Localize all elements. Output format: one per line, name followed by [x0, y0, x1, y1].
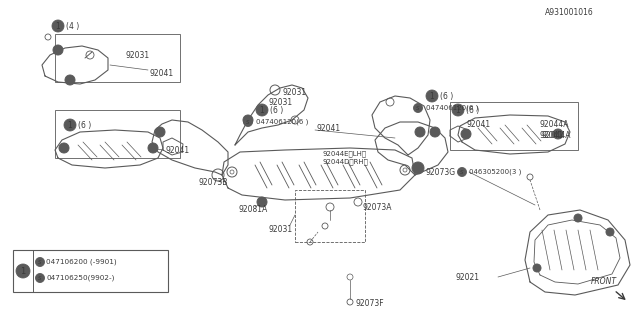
Text: 92044A: 92044A — [540, 119, 570, 129]
Circle shape — [155, 127, 165, 137]
Text: (6 ): (6 ) — [78, 121, 92, 130]
Circle shape — [148, 143, 158, 153]
Circle shape — [426, 90, 438, 102]
Text: 047406120(6 ): 047406120(6 ) — [426, 105, 478, 111]
Text: 047106200 (-9901): 047106200 (-9901) — [46, 259, 116, 265]
Circle shape — [59, 143, 69, 153]
Text: 92073F: 92073F — [355, 300, 383, 308]
Text: S: S — [416, 106, 420, 110]
Circle shape — [64, 119, 76, 131]
Text: (4 ): (4 ) — [66, 21, 79, 30]
Text: (6 ): (6 ) — [270, 106, 284, 115]
Text: (6 ): (6 ) — [440, 92, 453, 100]
Text: 92044A: 92044A — [541, 131, 570, 140]
Circle shape — [52, 20, 64, 32]
Text: 046305200(3 ): 046305200(3 ) — [469, 169, 522, 175]
Text: S: S — [38, 260, 42, 265]
Text: 92031: 92031 — [268, 226, 292, 235]
Text: 92081A: 92081A — [238, 205, 268, 214]
Text: A931001016: A931001016 — [545, 7, 594, 17]
Circle shape — [53, 45, 63, 55]
Text: 1: 1 — [456, 106, 460, 115]
Circle shape — [16, 264, 30, 278]
Circle shape — [458, 167, 467, 177]
Text: 92073G: 92073G — [425, 167, 455, 177]
Text: 92041: 92041 — [165, 146, 189, 155]
Text: 92073A: 92073A — [362, 204, 392, 212]
Circle shape — [35, 274, 45, 283]
Bar — [55, 110, 180, 158]
Text: 047106250(9902-): 047106250(9902-) — [46, 275, 115, 281]
Text: S: S — [38, 276, 42, 281]
Text: 92041: 92041 — [149, 68, 173, 77]
Text: 1: 1 — [20, 267, 26, 276]
Circle shape — [430, 127, 440, 137]
Text: 1: 1 — [429, 92, 435, 100]
Text: 92031: 92031 — [268, 98, 292, 107]
Circle shape — [533, 264, 541, 272]
Circle shape — [257, 197, 267, 207]
Circle shape — [413, 103, 422, 113]
Text: 1: 1 — [56, 21, 60, 30]
Text: 047406120(6 ): 047406120(6 ) — [256, 119, 308, 125]
Text: 92041: 92041 — [540, 131, 564, 140]
Circle shape — [415, 127, 425, 137]
Text: 92041: 92041 — [316, 124, 340, 132]
Text: 92044D〈RH〉: 92044D〈RH〉 — [322, 159, 368, 165]
Circle shape — [35, 258, 45, 267]
Text: 92073B: 92073B — [198, 178, 227, 187]
Circle shape — [65, 75, 75, 85]
Text: S: S — [460, 170, 464, 174]
Circle shape — [256, 104, 268, 116]
Text: 92031: 92031 — [125, 51, 149, 60]
Text: (6 ): (6 ) — [466, 106, 479, 115]
Circle shape — [606, 228, 614, 236]
Bar — [295, 190, 365, 242]
Circle shape — [452, 104, 464, 116]
Text: 92044E〈LH〉: 92044E〈LH〉 — [322, 151, 366, 157]
Text: 92041: 92041 — [466, 119, 490, 129]
Text: S: S — [246, 119, 250, 124]
Text: 92031: 92031 — [282, 87, 306, 97]
Circle shape — [412, 162, 424, 174]
Circle shape — [574, 214, 582, 222]
Bar — [450, 102, 578, 150]
Circle shape — [553, 129, 563, 139]
Text: 1: 1 — [68, 121, 72, 130]
Bar — [13, 250, 168, 292]
Text: 1: 1 — [260, 106, 264, 115]
Circle shape — [243, 115, 253, 125]
Text: FRONT: FRONT — [591, 277, 617, 286]
Bar — [55, 34, 180, 82]
Circle shape — [461, 129, 471, 139]
Circle shape — [243, 117, 253, 126]
Text: 92021: 92021 — [455, 273, 479, 282]
